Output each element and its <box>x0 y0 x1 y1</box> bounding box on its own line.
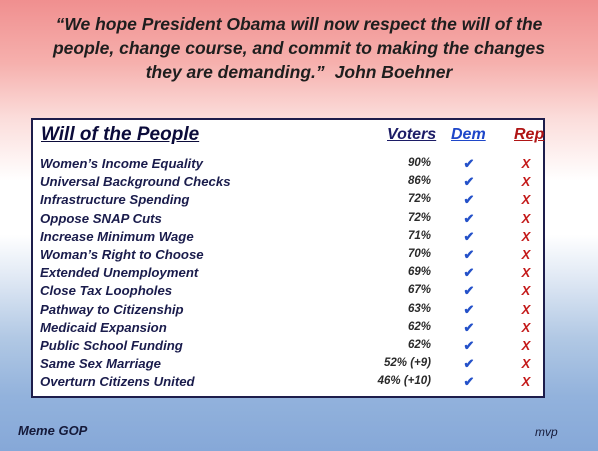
rep-x-icon: X <box>521 210 531 226</box>
table-title: Will of the People <box>41 124 200 145</box>
voter-support-value: 72% <box>407 211 431 224</box>
rep-x-icon: X <box>521 319 531 335</box>
table-row: Overturn Citizens United 46% (+10) ✔ X <box>33 374 543 392</box>
table-row: Close Tax Loopholes 67% ✔ X <box>33 283 543 301</box>
rep-x-icon: X <box>521 301 531 317</box>
voter-support-value: 62% <box>407 338 431 351</box>
rep-x-icon: X <box>521 337 531 353</box>
table-row: Public School Funding 62% ✔ X <box>33 338 543 356</box>
voter-support-value: 52% (+9) <box>384 357 431 370</box>
voter-support-value: 86% <box>407 175 431 188</box>
voter-support-value: 46% (+10) <box>377 375 431 388</box>
table-rows: Women’s Income Equality 90% ✔ X Universal Ba… <box>33 156 543 392</box>
voter-support-value: 63% <box>407 302 431 315</box>
voter-support-value: 62% <box>407 320 431 333</box>
dem-checkmark-icon: ✔ <box>463 337 475 353</box>
quote-line-3: they are demanding.” John Boehner <box>20 60 578 84</box>
issue-label: Extended Unemployment <box>40 265 199 281</box>
dem-checkmark-icon: ✔ <box>463 192 475 208</box>
table-row: Pathway to Citizenship 63% ✔ X <box>33 302 543 320</box>
rep-x-icon: X <box>521 283 531 299</box>
dem-checkmark-icon: ✔ <box>463 301 475 317</box>
voter-support-value: 67% <box>407 284 431 297</box>
issue-label: Close Tax Loopholes <box>40 283 173 299</box>
dem-checkmark-icon: ✔ <box>463 265 475 281</box>
table-row: Universal Background Checks 86% ✔ X <box>33 174 543 192</box>
column-header-dem: Dem <box>451 126 486 143</box>
column-header-voters: Voters <box>387 126 437 143</box>
table-row: Women’s Income Equality 90% ✔ X <box>33 156 543 174</box>
dem-checkmark-icon: ✔ <box>463 246 475 262</box>
rep-x-icon: X <box>521 356 531 372</box>
issue-label: Women’s Income Equality <box>40 156 203 171</box>
voter-support-value: 69% <box>407 266 431 279</box>
table-row: Same Sex Marriage 52% (+9) ✔ X <box>33 356 543 374</box>
rep-x-icon: X <box>521 174 531 190</box>
dem-checkmark-icon: ✔ <box>463 374 475 390</box>
issue-label: Overturn Citizens United <box>40 374 195 390</box>
footer-signature: mvp <box>535 425 558 439</box>
table-row: Extended Unemployment 69% ✔ X <box>33 265 543 283</box>
quote-attribution: John Boehner <box>334 62 453 82</box>
column-header-rep: Rep <box>514 126 545 143</box>
dem-checkmark-icon: ✔ <box>463 319 475 335</box>
dem-checkmark-icon: ✔ <box>463 156 475 171</box>
issue-label: Increase Minimum Wage <box>40 228 194 244</box>
will-of-the-people-table: Will of the People Voters Dem Rep Women’… <box>31 118 545 398</box>
issue-label: Universal Background Checks <box>40 174 231 190</box>
voter-support-value: 71% <box>407 229 431 242</box>
issue-label: Pathway to Citizenship <box>40 301 184 317</box>
issue-label: Woman’s Right to Choose <box>40 246 204 262</box>
table-row: Medicaid Expansion 62% ✔ X <box>33 320 543 338</box>
rep-x-icon: X <box>521 156 531 171</box>
dem-checkmark-icon: ✔ <box>463 174 475 190</box>
quote-line-3-text: they are demanding.” <box>145 62 325 82</box>
voter-support-value: 70% <box>407 247 431 260</box>
footer-brand: Meme GOP <box>18 423 88 438</box>
dem-checkmark-icon: ✔ <box>463 356 475 372</box>
voter-support-value: 90% <box>407 157 431 169</box>
table-row: Oppose SNAP Cuts 72% ✔ X <box>33 211 543 229</box>
issue-label: Medicaid Expansion <box>40 319 167 335</box>
issue-label: Same Sex Marriage <box>40 356 161 372</box>
table-row: Woman’s Right to Choose 70% ✔ X <box>33 247 543 265</box>
quote-line-2: people, change course, and commit to mak… <box>52 38 546 58</box>
voter-support-value: 72% <box>407 193 431 206</box>
issue-label: Infrastructure Spending <box>40 192 190 208</box>
rep-x-icon: X <box>521 265 531 281</box>
table-row: Infrastructure Spending 72% ✔ X <box>33 192 543 210</box>
quote-line-1: “We hope President Obama will now respec… <box>55 14 543 34</box>
rep-x-icon: X <box>521 192 531 208</box>
dem-checkmark-icon: ✔ <box>463 210 475 226</box>
issue-label: Oppose SNAP Cuts <box>40 210 162 226</box>
issue-label: Public School Funding <box>40 337 183 353</box>
rep-x-icon: X <box>521 246 531 262</box>
dem-checkmark-icon: ✔ <box>463 228 475 244</box>
boehner-quote: “We hope President Obama will now respec… <box>20 12 578 84</box>
table-row: Increase Minimum Wage 71% ✔ X <box>33 229 543 247</box>
dem-checkmark-icon: ✔ <box>463 283 475 299</box>
rep-x-icon: X <box>521 228 531 244</box>
rep-x-icon: X <box>521 374 531 390</box>
